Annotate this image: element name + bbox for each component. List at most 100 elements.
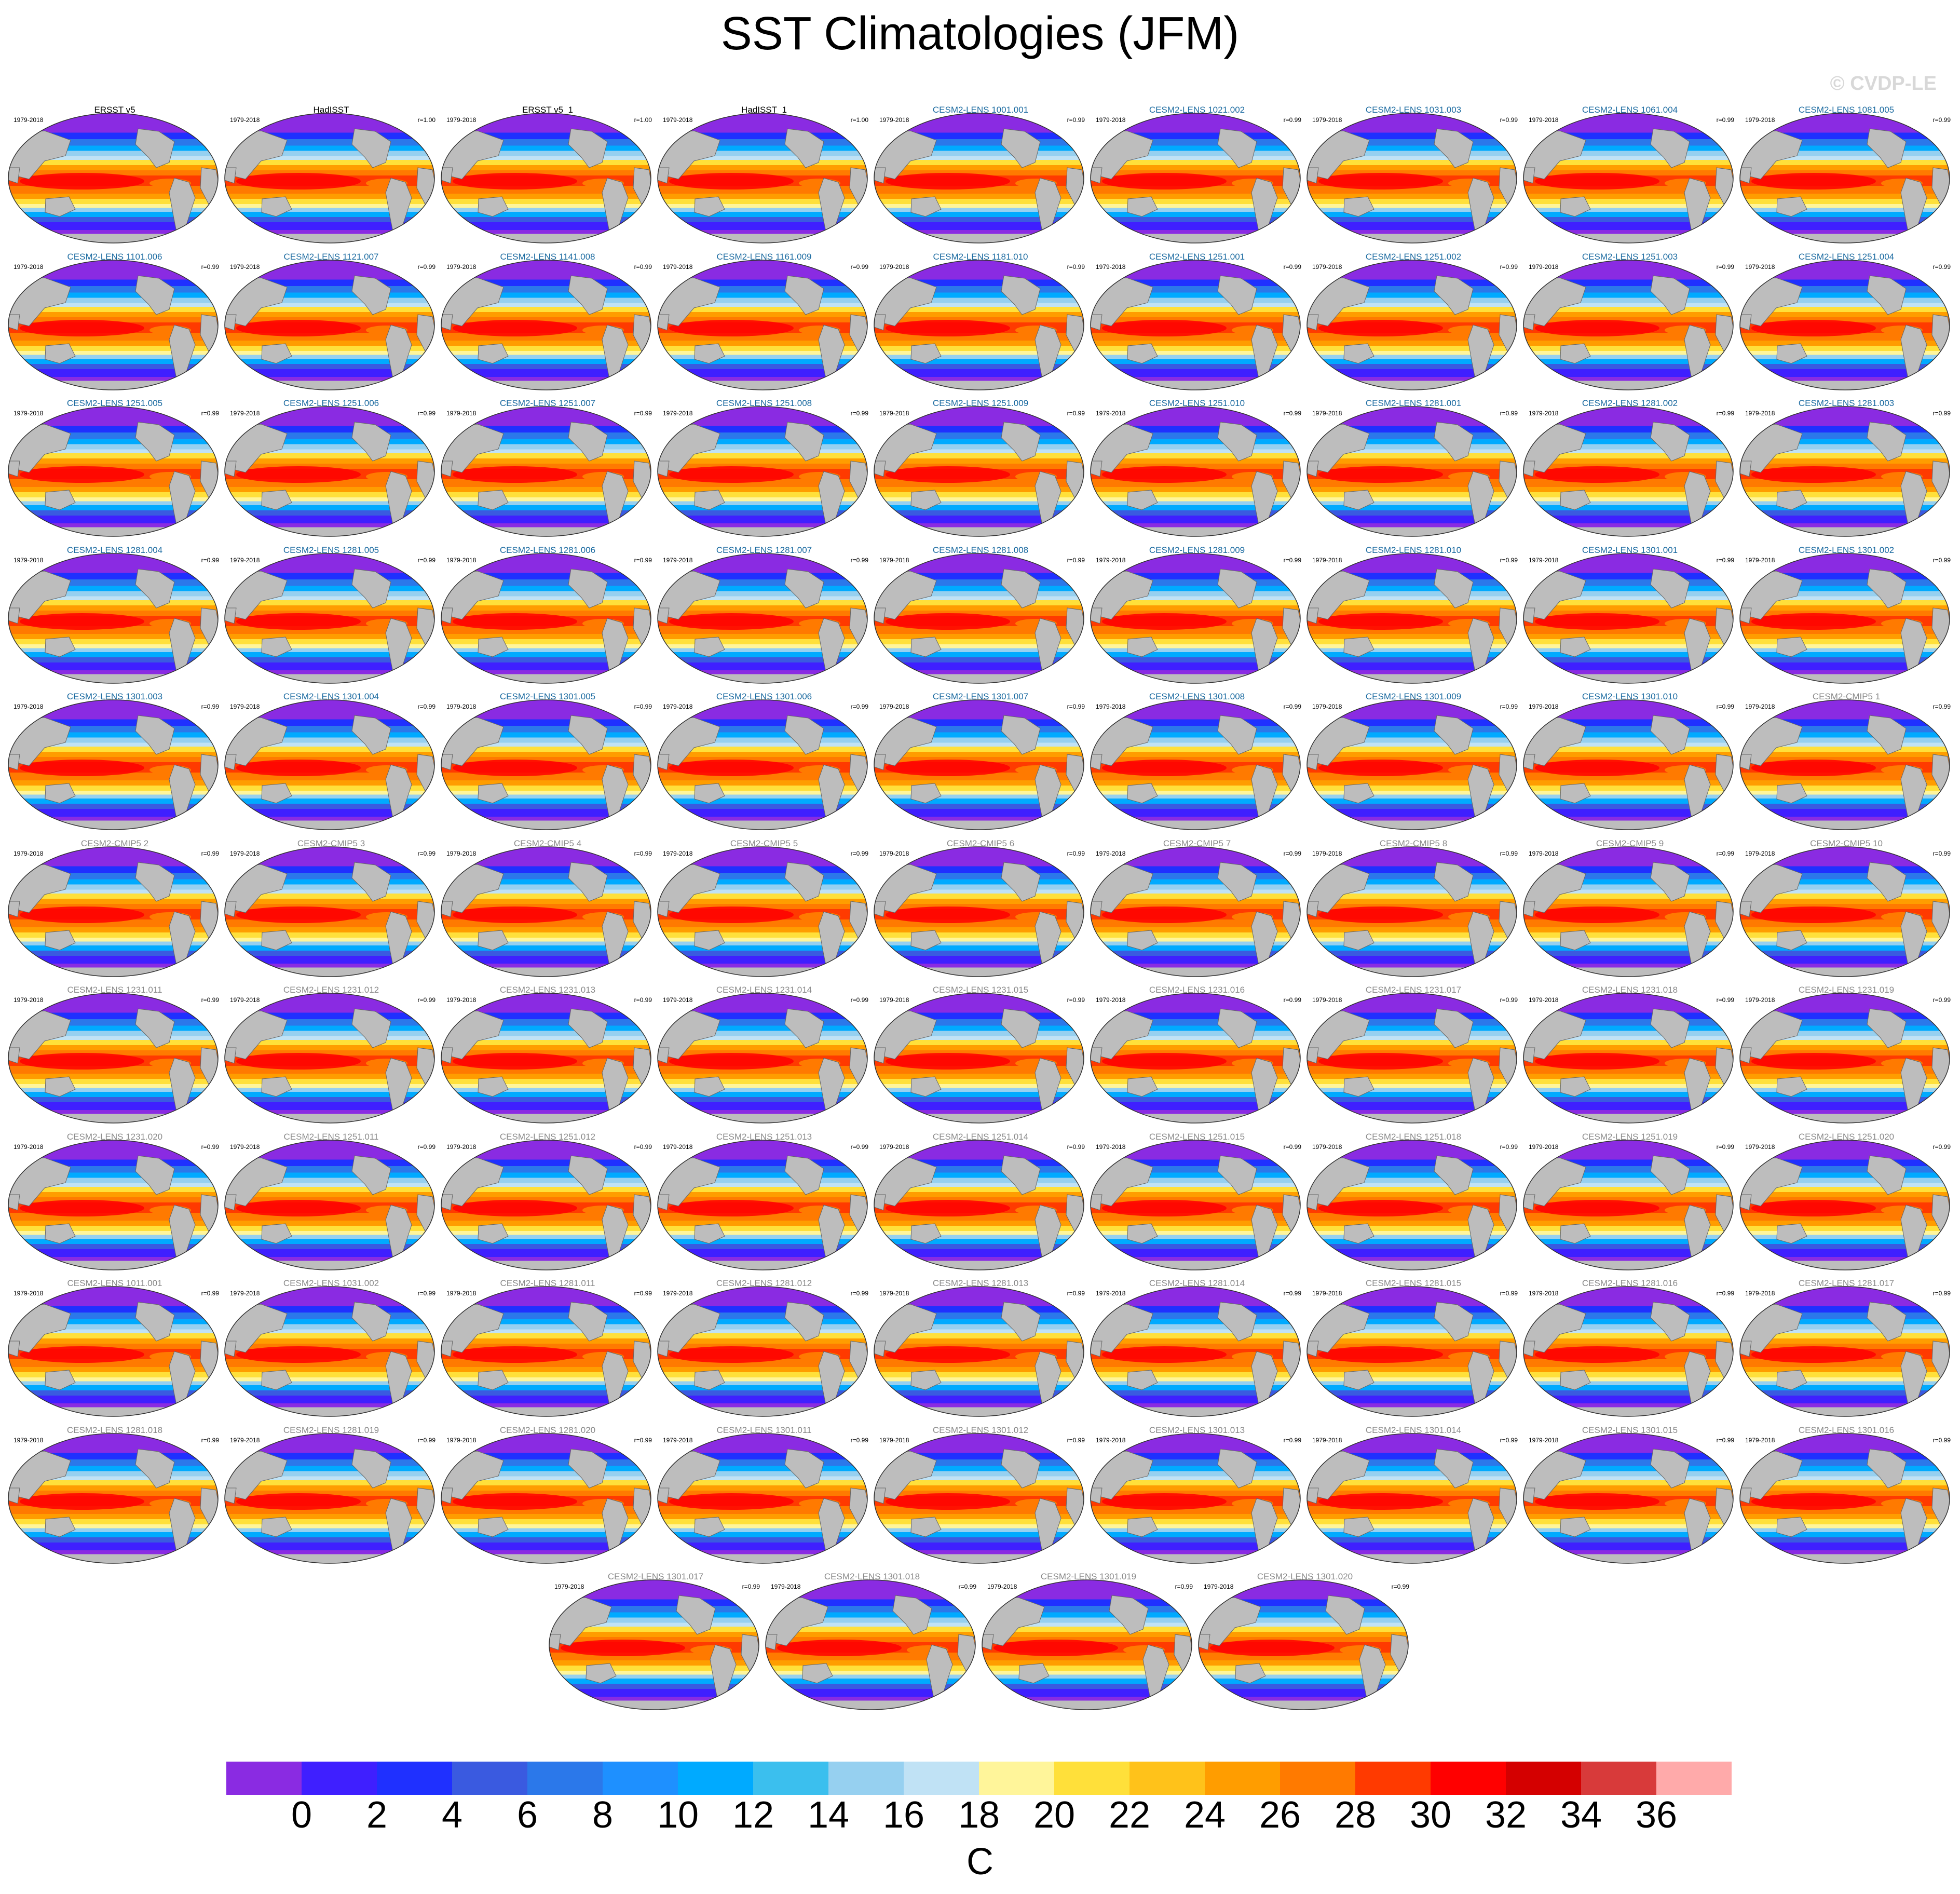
sst-map — [441, 846, 651, 977]
sst-map — [1306, 1432, 1517, 1564]
panel-title: CESM2-LENS 1231.011 — [67, 985, 162, 995]
panel-title: CESM2-LENS 1281.004 — [66, 545, 163, 555]
panel-years: 1979-2018 — [13, 1436, 44, 1444]
panel-correlation: r=0.99 — [634, 410, 652, 417]
panel-title: CESM2-LENS 1281.009 — [1149, 545, 1245, 555]
panel-correlation: r=0.99 — [1067, 556, 1085, 564]
colorbar-tick-label: 36 — [1635, 1794, 1678, 1836]
panel-title: CESM2-CMIP5 6 — [946, 838, 1015, 848]
sst-map — [1090, 1432, 1301, 1564]
panel-correlation: r=0.99 — [1067, 116, 1085, 124]
panel-years: 1979-2018 — [1529, 996, 1559, 1004]
sst-map — [1198, 1579, 1409, 1710]
map-panel: CESM2-LENS 1231.015 1979-2018 r=0.99 — [872, 985, 1089, 1131]
map-panel: CESM2-LENS 1281.020 1979-2018 r=0.99 — [439, 1425, 656, 1572]
panel-correlation: r=0.99 — [1067, 996, 1085, 1004]
panel-correlation: r=0.99 — [1500, 849, 1518, 857]
panel-years: 1979-2018 — [879, 116, 909, 124]
panel-correlation: r=1.00 — [850, 116, 868, 124]
colorbar-tick-label: 2 — [366, 1794, 388, 1836]
sst-map — [441, 259, 651, 390]
panel-correlation: r=1.00 — [634, 116, 652, 124]
map-panel: CESM2-LENS 1101.006 1979-2018 r=0.99 — [6, 252, 223, 398]
panel-years: 1979-2018 — [1312, 1436, 1342, 1444]
panel-correlation: r=0.99 — [1067, 1436, 1085, 1444]
panel-years: 1979-2018 — [879, 1143, 909, 1151]
panel-correlation: r=0.99 — [1067, 849, 1085, 857]
panel-correlation: r=0.99 — [850, 263, 868, 270]
sst-map — [1306, 1286, 1517, 1417]
panel-correlation: r=0.99 — [1283, 703, 1301, 710]
sst-map — [441, 113, 651, 243]
sst-map — [1523, 552, 1734, 684]
panel-years: 1979-2018 — [879, 1290, 909, 1297]
sst-map — [1739, 1139, 1950, 1270]
panel-correlation: r=0.99 — [850, 410, 868, 417]
sst-map — [224, 113, 435, 243]
panel-title: CESM2-LENS 1081.005 — [1798, 105, 1895, 115]
colorbar-swatch — [1054, 1762, 1129, 1795]
panel-correlation: r=0.99 — [634, 1436, 652, 1444]
colorbar-swatch — [904, 1762, 979, 1795]
panel-title: CESM2-LENS 1001.001 — [932, 105, 1029, 115]
panel-title: CESM2-LENS 1301.013 — [1149, 1425, 1245, 1435]
sst-map — [874, 846, 1084, 977]
map-panel-grid: ERSST v5 1979-2018 HadISST 1979-2018 r=1.00 E… — [6, 105, 1951, 1710]
map-panel: CESM2-LENS 1301.013 1979-2018 r=0.99 — [1088, 1425, 1305, 1572]
sst-map — [8, 699, 219, 830]
sst-map — [657, 1286, 868, 1417]
panel-years: 1979-2018 — [230, 116, 260, 124]
panel-correlation: r=0.99 — [1716, 849, 1734, 857]
panel-correlation: r=0.99 — [1500, 1436, 1518, 1444]
panel-correlation: r=0.99 — [1932, 556, 1951, 564]
panel-correlation: r=0.99 — [1932, 996, 1951, 1004]
panel-years: 1979-2018 — [1529, 849, 1559, 857]
panel-years: 1979-2018 — [1312, 116, 1342, 124]
panel-title: CESM2-LENS 1181.010 — [933, 251, 1028, 262]
panel-title: CESM2-LENS 1301.010 — [1582, 692, 1678, 701]
panel-title: CESM2-CMIP5 3 — [297, 838, 365, 848]
panel-title: CESM2-LENS 1301.006 — [716, 692, 812, 701]
map-panel: CESM2-LENS 1281.004 1979-2018 r=0.99 — [6, 545, 223, 692]
panel-title: CESM2-LENS 1251.014 — [932, 1131, 1029, 1142]
panel-title: CESM2-CMIP5 1 — [1812, 692, 1881, 701]
sst-map — [1739, 993, 1950, 1124]
map-panel: CESM2-CMIP5 6 1979-2018 r=0.99 — [872, 838, 1089, 985]
panel-correlation: r=0.99 — [1067, 1143, 1085, 1151]
panel-years: 1979-2018 — [663, 849, 693, 857]
panel-title: CESM2-LENS 1231.020 — [66, 1131, 163, 1142]
colorbar-swatch — [678, 1762, 753, 1795]
panel-correlation: r=0.99 — [417, 1143, 435, 1151]
sst-map — [1306, 993, 1517, 1124]
panel-years: 1979-2018 — [1312, 703, 1342, 710]
panel-correlation: r=0.99 — [850, 849, 868, 857]
panel-years: 1979-2018 — [13, 1143, 44, 1151]
sst-map — [441, 1432, 651, 1564]
panel-years: 1979-2018 — [446, 1436, 477, 1444]
panel-correlation: r=0.99 — [1175, 1583, 1193, 1590]
panel-title: CESM2-LENS 1301.020 — [1257, 1572, 1353, 1581]
panel-years: 1979-2018 — [1529, 1436, 1559, 1444]
colorbar-tick-label: 22 — [1108, 1794, 1151, 1836]
colorbar-unit: C — [967, 1841, 993, 1883]
panel-correlation: r=0.99 — [634, 263, 652, 270]
sst-map — [8, 1432, 219, 1564]
colorbar-swatch — [452, 1762, 527, 1795]
map-panel: CESM2-LENS 1061.004 1979-2018 r=0.99 — [1521, 105, 1738, 251]
map-panel: CESM2-LENS 1231.011 1979-2018 r=0.99 — [6, 985, 223, 1131]
panel-correlation: r=0.99 — [1283, 556, 1301, 564]
panel-correlation: r=0.99 — [1283, 410, 1301, 417]
panel-title: CESM2-LENS 1251.020 — [1798, 1131, 1895, 1142]
colorbar-swatch — [979, 1762, 1054, 1795]
map-panel: CESM2-LENS 1281.010 1979-2018 r=0.99 — [1305, 545, 1522, 692]
panel-title: CESM2-LENS 1281.003 — [1798, 398, 1895, 408]
colorbar-swatch — [527, 1762, 603, 1795]
sst-map — [1739, 259, 1950, 390]
panel-years: 1979-2018 — [879, 1436, 909, 1444]
map-panel: CESM2-LENS 1301.006 1979-2018 r=0.99 — [656, 692, 873, 838]
colorbar-tick-label: 26 — [1259, 1794, 1301, 1836]
panel-correlation: r=0.99 — [417, 996, 435, 1004]
sst-map — [1306, 113, 1517, 243]
sst-map — [1739, 552, 1950, 684]
panel-title: CESM2-LENS 1301.003 — [66, 692, 163, 701]
